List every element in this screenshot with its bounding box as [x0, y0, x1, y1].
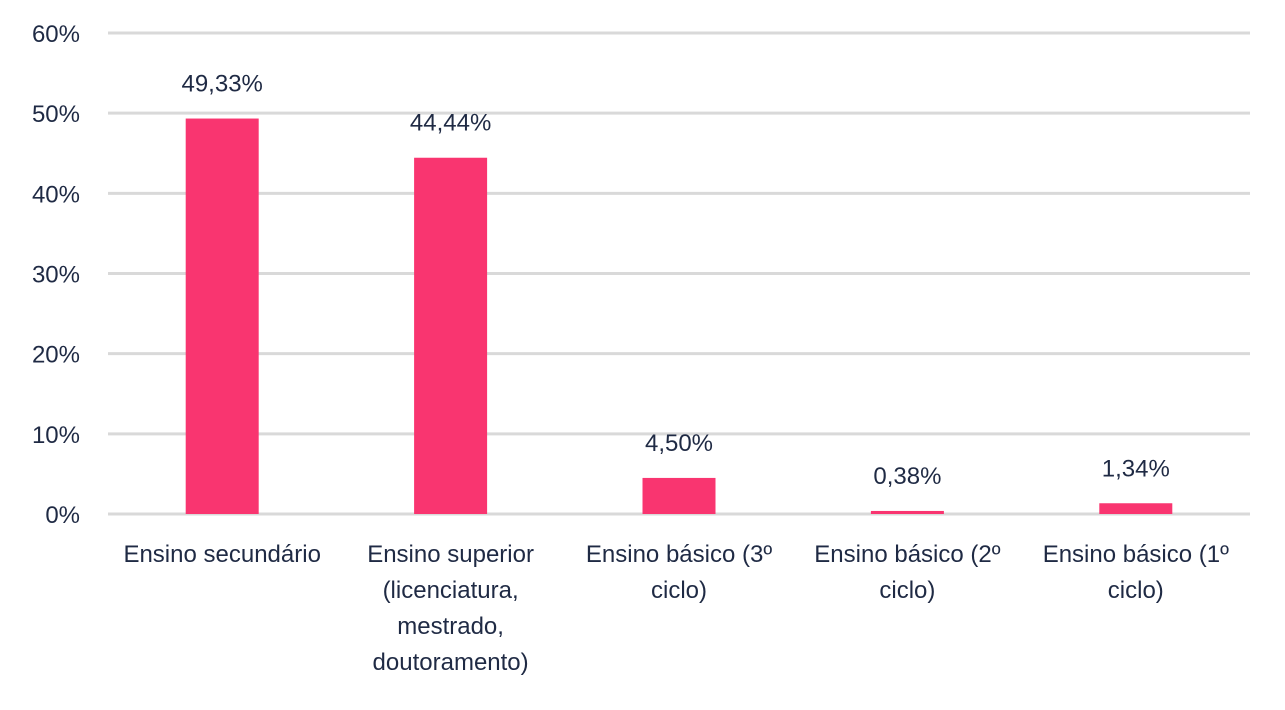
y-tick-label: 10% [32, 422, 80, 449]
category-label: ciclo) [651, 577, 707, 604]
bar [1099, 503, 1173, 514]
y-tick-label: 0% [45, 502, 80, 529]
data-label: 4,50% [645, 430, 713, 457]
category-label: Ensino básico (3º [586, 541, 772, 568]
data-label: 44,44% [410, 110, 491, 137]
category-label: Ensino superior [367, 541, 534, 568]
data-label: 0,38% [873, 463, 941, 490]
category-label: ciclo) [879, 577, 935, 604]
bar [185, 118, 259, 514]
y-tick-label: 20% [32, 342, 80, 369]
category-label: Ensino básico (2º [814, 541, 1000, 568]
category-label: Ensino secundário [123, 541, 320, 568]
bar [414, 157, 488, 515]
category-label: (licenciatura, [383, 577, 519, 604]
gridlines [108, 31, 1250, 516]
category-label: ciclo) [1108, 577, 1164, 604]
data-label: 1,34% [1102, 455, 1170, 482]
category-label: doutoramento) [373, 649, 529, 676]
y-tick-label: 40% [32, 181, 80, 208]
data-labels: 49,33% 44,44% 4,50% 0,38% 1,34% [181, 71, 1169, 490]
bar [870, 510, 944, 514]
category-label: mestrado, [397, 613, 504, 640]
y-tick-label: 30% [32, 262, 80, 289]
category-label: Ensino básico (1º [1043, 541, 1229, 568]
y-tick-label: 60% [32, 21, 80, 48]
data-label: 49,33% [181, 71, 262, 98]
y-tick-label: 50% [32, 101, 80, 128]
bar [642, 477, 716, 514]
bars [185, 118, 1173, 515]
y-axis-tick-labels: 0% 10% 20% 30% 40% 50% 60% [32, 21, 80, 529]
category-labels: Ensino secundário Ensino superior (licenci… [123, 541, 1229, 676]
